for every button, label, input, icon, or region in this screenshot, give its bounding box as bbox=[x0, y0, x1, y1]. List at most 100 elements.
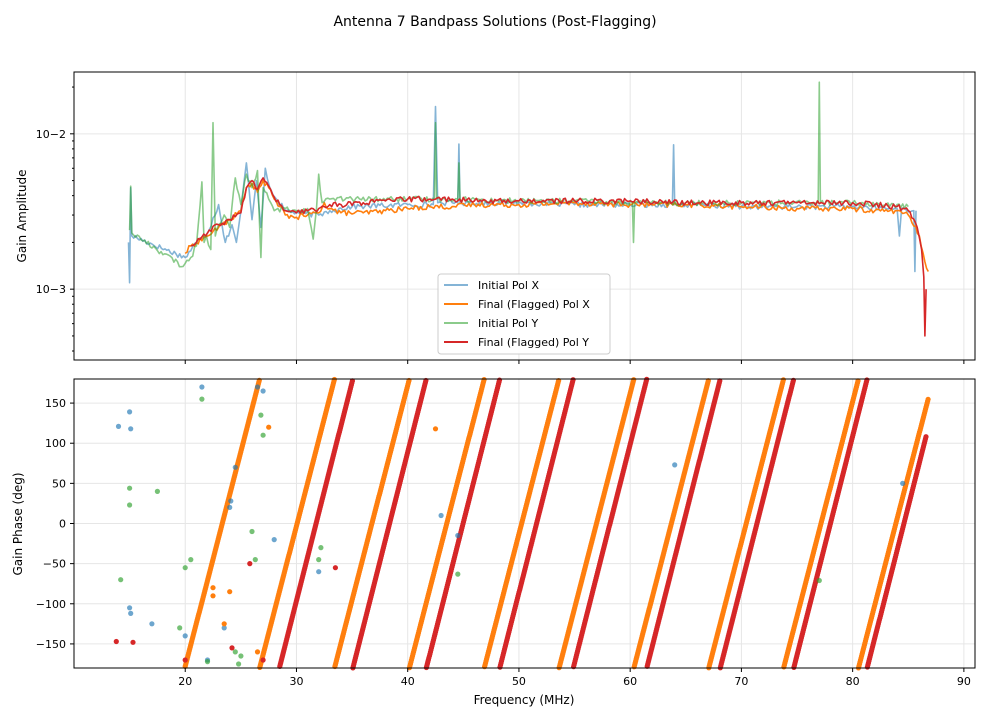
phase-scatter-point bbox=[672, 462, 678, 468]
x-tick-label: 70 bbox=[734, 675, 748, 688]
phase-scatter-point bbox=[816, 577, 822, 584]
phase-scatter-point bbox=[316, 569, 322, 575]
x-tick-label: 40 bbox=[401, 675, 415, 688]
amplitude-y-tick-label: 10−3 bbox=[36, 283, 66, 296]
phase-scatter-point bbox=[210, 585, 216, 591]
phase-scatter-point bbox=[127, 502, 133, 508]
phase-scatter-initial-pol-y bbox=[118, 396, 822, 667]
phase-scatter-point bbox=[221, 625, 227, 631]
figure-title: Antenna 7 Bandpass Solutions (Post-Flagg… bbox=[333, 14, 656, 30]
amplitude-panel: 10−3 10−2 Gain Amplitude Initial Pol X Fi… bbox=[15, 71, 976, 364]
x-tick-label: 30 bbox=[289, 675, 303, 688]
phase-y-tick-label: 100 bbox=[45, 437, 66, 450]
x-tick-label: 80 bbox=[846, 675, 860, 688]
phase-y-tick-label: −50 bbox=[43, 558, 66, 571]
phase-point bbox=[631, 377, 637, 383]
phase-scatter-point bbox=[227, 504, 233, 510]
phase-scatter-point bbox=[266, 424, 272, 430]
legend-box bbox=[437, 273, 611, 355]
phase-points-final-flagged-pol-y bbox=[277, 376, 929, 671]
phase-scatter-point bbox=[199, 384, 205, 390]
phase-scatter-point bbox=[127, 605, 133, 611]
phase-scatter-point bbox=[316, 557, 322, 563]
phase-scatter-point bbox=[113, 638, 119, 645]
amplitude-series bbox=[127, 81, 930, 337]
phase-series bbox=[113, 376, 931, 671]
legend: Initial Pol X Final (Flagged) Pol X Init… bbox=[437, 273, 611, 355]
x-tick-label: 90 bbox=[957, 675, 971, 688]
legend-label-final-pol-y: Final (Flagged) Pol Y bbox=[478, 336, 589, 349]
phase-point bbox=[481, 377, 487, 383]
phase-scatter-point bbox=[182, 633, 188, 639]
phase-point bbox=[864, 377, 870, 383]
phase-scatter-point bbox=[258, 412, 264, 418]
phase-scatter-point bbox=[210, 593, 216, 599]
amplitude-grid bbox=[74, 72, 975, 360]
phase-scatter-point bbox=[332, 565, 338, 571]
phase-scatter-point bbox=[249, 528, 255, 535]
phase-scatter-point bbox=[247, 561, 253, 567]
phase-scatter-point bbox=[227, 589, 233, 595]
phase-scatter-point bbox=[438, 512, 444, 519]
phase-scatter-point bbox=[900, 480, 906, 486]
phase-scatter-point bbox=[254, 384, 261, 390]
phase-y-tick-label: −100 bbox=[36, 598, 66, 611]
phase-point bbox=[925, 396, 931, 402]
phase-scatter-point bbox=[128, 426, 134, 432]
phase-point bbox=[570, 377, 576, 383]
phase-scatter-point bbox=[252, 557, 258, 563]
phase-scatter-point bbox=[115, 423, 122, 429]
phase-ticks: 20 30 40 50 60 70 80 90 −150 −100 −50 0 50 100 150 bbox=[36, 397, 971, 688]
phase-scatter-point bbox=[154, 488, 160, 494]
phase-scatter-point bbox=[177, 625, 183, 631]
phase-scatter-point bbox=[260, 388, 266, 394]
phase-y-tick-label: −150 bbox=[36, 638, 66, 651]
phase-scatter-point bbox=[204, 659, 211, 665]
phase-scatter-point bbox=[232, 464, 238, 470]
x-tick-label: 50 bbox=[512, 675, 526, 688]
legend-label-initial-pol-x: Initial Pol X bbox=[478, 279, 539, 292]
phase-scatter-point bbox=[188, 557, 194, 563]
phase-point bbox=[855, 378, 861, 384]
phase-scatter-point bbox=[228, 498, 234, 504]
phase-scatter-point bbox=[182, 565, 188, 571]
phase-scatter-point bbox=[260, 432, 266, 438]
legend-label-initial-pol-y: Initial Pol Y bbox=[478, 317, 538, 330]
phase-scatter-point bbox=[118, 577, 124, 583]
phase-scatter-point bbox=[254, 649, 261, 655]
phase-scatter-point bbox=[130, 639, 136, 645]
phase-scatter-initial-pol-x bbox=[115, 384, 906, 663]
phase-points-final-flagged-pol-x bbox=[182, 376, 931, 671]
x-tick-label: 60 bbox=[623, 675, 637, 688]
phase-point bbox=[349, 378, 355, 384]
amplitude-ticks: 10−3 10−2 bbox=[36, 86, 965, 364]
phase-scatter-point bbox=[128, 610, 134, 617]
x-tick-label: 20 bbox=[178, 675, 192, 688]
phase-scatter-point bbox=[455, 571, 461, 577]
phase-scatter-point bbox=[238, 653, 244, 659]
phase-scatter-point bbox=[149, 621, 155, 627]
phase-scatter-point bbox=[182, 657, 188, 663]
phase-scatter-point bbox=[127, 409, 133, 415]
phase-scatter-point bbox=[127, 485, 133, 491]
phase-point bbox=[923, 434, 929, 440]
phase-point bbox=[780, 377, 787, 383]
phase-point bbox=[496, 377, 503, 383]
phase-y-tick-label: 50 bbox=[52, 477, 66, 490]
phase-y-tick-label: 150 bbox=[45, 397, 66, 410]
phase-scatter-point bbox=[236, 661, 242, 667]
legend-label-final-pol-x: Final (Flagged) Pol X bbox=[478, 298, 590, 311]
amplitude-y-tick-label: 10−2 bbox=[36, 128, 66, 141]
phase-scatter-point bbox=[229, 645, 235, 651]
amplitude-axes-frame bbox=[73, 71, 976, 361]
amplitude-line-final-flagged-pol-y bbox=[190, 177, 927, 337]
phase-scatter-final-y-extra-points bbox=[113, 561, 338, 663]
phase-y-tick-label: 0 bbox=[59, 518, 66, 531]
phase-scatter-point bbox=[271, 537, 277, 543]
phase-scatter-point bbox=[432, 426, 439, 432]
phase-panel: 20 30 40 50 60 70 80 90 −150 −100 −50 0 50 100 150 Gai… bbox=[11, 376, 976, 707]
phase-scatter-final-extra-points bbox=[210, 424, 439, 655]
x-axis-label: Frequency (MHz) bbox=[474, 693, 575, 707]
phase-scatter-point bbox=[221, 621, 227, 627]
phase-scatter-point bbox=[260, 657, 266, 663]
